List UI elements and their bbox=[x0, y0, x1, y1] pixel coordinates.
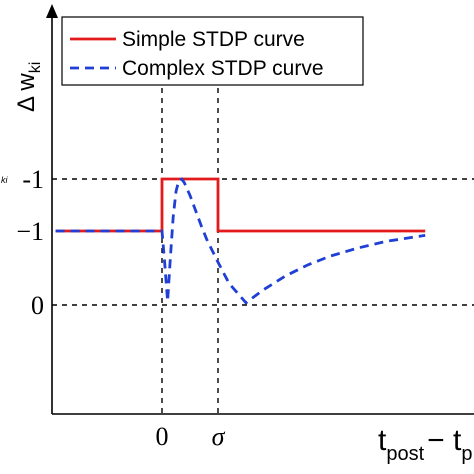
x-axis-label: tpost − tp bbox=[378, 424, 472, 465]
legend-box bbox=[61, 16, 364, 86]
series-layer bbox=[55, 177, 426, 305]
x-tick-label-1: σ bbox=[212, 422, 226, 451]
y-tick-label-0: −1 bbox=[16, 217, 44, 246]
y-axis-marker-label: ki bbox=[1, 175, 9, 185]
series-line-1 bbox=[55, 177, 426, 305]
legend-label-complex: Complex STDP curve bbox=[122, 57, 324, 80]
y-axis-label: Δ wki bbox=[13, 62, 44, 112]
x-tick-label-0: 0 bbox=[156, 422, 169, 451]
series-line-0 bbox=[55, 177, 426, 233]
tick-labels: −1 0 -1 0 σ bbox=[16, 165, 225, 451]
legend: Simple STDP curve Complex STDP curve bbox=[61, 16, 364, 86]
axes bbox=[46, 4, 474, 415]
y-tick-label-2: -1 bbox=[22, 165, 44, 194]
reference-lines bbox=[52, 18, 474, 414]
legend-label-simple: Simple STDP curve bbox=[122, 28, 305, 51]
y-tick-label-1: 0 bbox=[31, 291, 44, 320]
y-axis-arrow-icon bbox=[46, 4, 58, 18]
